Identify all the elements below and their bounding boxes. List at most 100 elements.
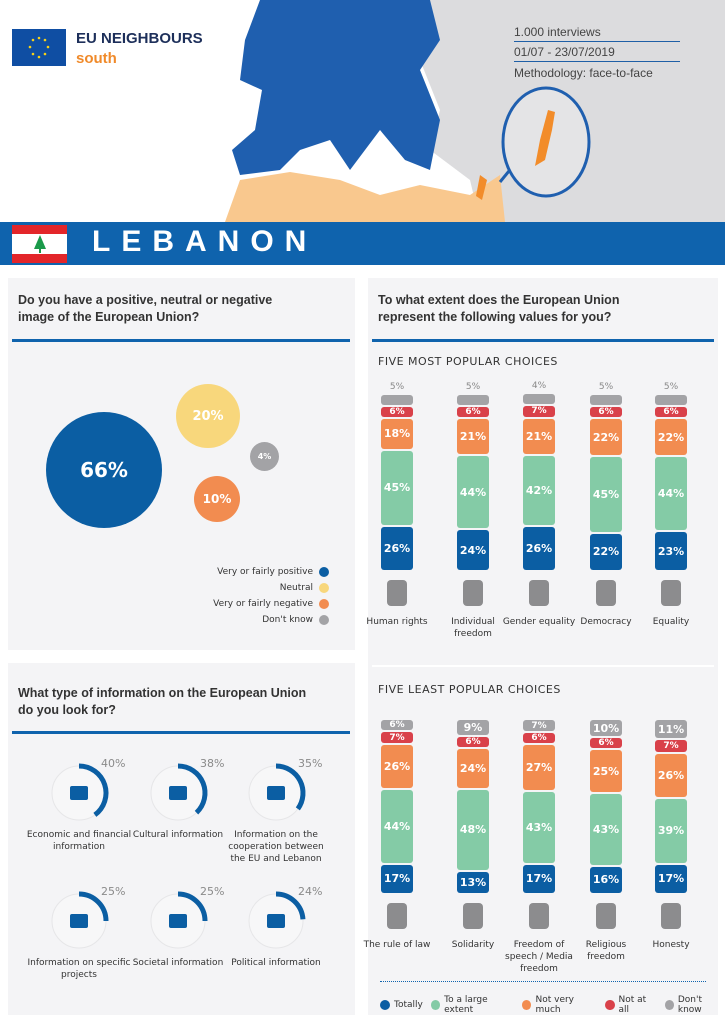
bar-segment: 21% <box>523 419 555 454</box>
donut-ring <box>51 891 109 949</box>
bar-segment: 6% <box>381 719 413 730</box>
bar-segment: 7% <box>523 719 555 732</box>
information-panel: What type of information on the European… <box>8 663 355 1015</box>
divider <box>12 731 350 734</box>
legend-positive: Very or fairly positive <box>69 567 329 577</box>
bar-value-label: 10% <box>592 721 620 735</box>
bar-value-label: 43% <box>525 820 553 834</box>
category-label: Gender equality <box>502 617 576 627</box>
bar-value-label: 6% <box>531 733 547 744</box>
value-icon <box>463 580 483 606</box>
value-icon <box>529 580 549 606</box>
bar-segment: 24% <box>457 748 489 789</box>
lebanon-flag-icon <box>12 225 67 263</box>
bar-segment: 21% <box>457 419 489 454</box>
bar-segment: 26% <box>381 745 413 789</box>
bar-segment: 11% <box>655 720 687 739</box>
bar-value-label: 17% <box>383 872 411 886</box>
donut-ring <box>51 763 109 821</box>
bar-value-label: 44% <box>657 487 685 501</box>
bar-segment: 6% <box>457 407 489 418</box>
donut-item: 38% <box>142 757 224 829</box>
bar-segment: 13% <box>457 871 489 893</box>
bar-value-label: 6% <box>598 407 614 418</box>
value-icon <box>463 903 483 929</box>
bar-value-label: 18% <box>383 427 411 441</box>
value-icon <box>387 903 407 929</box>
bar-value-label: 6% <box>663 407 679 418</box>
bar-value-label: 26% <box>383 542 411 556</box>
category-label: Individual freedom <box>451 617 495 639</box>
bar-value-label: 22% <box>592 430 620 444</box>
divider <box>372 339 714 342</box>
legend-not-very-much: Not very much <box>522 995 597 1015</box>
bar-value-label: 21% <box>525 429 553 443</box>
most-popular-heading: FIVE MOST POPULAR CHOICES <box>378 355 558 368</box>
value-icon <box>529 903 549 929</box>
donut-label: Economic and financial information <box>26 830 132 852</box>
donut-value: 40% <box>101 757 126 770</box>
category-label: Freedom of speech / Media freedom <box>505 940 573 974</box>
value-icon <box>387 580 407 606</box>
bar-segment: 44% <box>457 455 489 529</box>
bar-segment: 43% <box>590 793 622 865</box>
bar-value-label: 17% <box>657 872 685 886</box>
donut-label: Information on specific projects <box>27 958 131 980</box>
bar-value-label: 27% <box>525 761 553 775</box>
bar-value-label: 45% <box>383 481 411 495</box>
brand-subtitle: south <box>76 50 117 67</box>
donut-ring <box>150 891 208 949</box>
bar-value-label: 45% <box>592 488 620 502</box>
bar-segment: 7% <box>523 405 555 418</box>
bar-segment: 25% <box>590 750 622 792</box>
info-bubble-icon <box>169 914 187 928</box>
bar-segment: 16% <box>590 866 622 893</box>
bar-segment: 44% <box>655 457 687 531</box>
bar-value-label: 17% <box>525 872 553 886</box>
donut-label: Information on the cooperation between t… <box>228 830 324 864</box>
bar-segment: 10% <box>590 719 622 737</box>
divider <box>12 339 350 342</box>
bar-segment: 17% <box>381 864 413 893</box>
bar-segment: 26% <box>381 527 413 570</box>
donut-ring <box>248 763 306 821</box>
bubble-dont-know: 4% <box>250 442 279 471</box>
bar-segment: 26% <box>655 753 687 797</box>
donut-value: 25% <box>101 885 126 898</box>
bar-value-label: 7% <box>663 740 679 751</box>
chart-icon <box>70 786 88 800</box>
bar-segment: 6% <box>381 407 413 418</box>
donut-label: Cultural information <box>132 830 224 840</box>
value-icon <box>661 580 681 606</box>
country-name: LEBANON <box>92 225 318 258</box>
panel-title: Do you have a positive, neutral or negat… <box>18 293 273 324</box>
bar-segment: 22% <box>590 419 622 456</box>
target-icon <box>70 914 88 928</box>
bar-segment: 6% <box>457 736 489 747</box>
donut-item: 25% <box>43 885 126 957</box>
bar-segment: 7% <box>655 740 687 752</box>
bar-segment: 5% <box>457 382 489 406</box>
bar-value-label: 44% <box>383 820 411 834</box>
bar-value-label: 39% <box>657 824 685 838</box>
bar-segment: 5% <box>590 382 622 406</box>
bubble-positive: 66% <box>46 412 162 528</box>
methodology: Methodology: face-to-face <box>514 66 653 80</box>
image-panel: Do you have a positive, neutral or negat… <box>8 278 355 650</box>
bar-segment: 6% <box>523 733 555 744</box>
panel-title: What type of information on the European… <box>18 686 307 717</box>
bar-value-label: 9% <box>463 720 483 734</box>
bar-value-label: 11% <box>657 722 685 736</box>
bar-segment: 45% <box>590 457 622 532</box>
bar-legend: Totally To a large extent Not very much … <box>380 995 725 1015</box>
donut-item: 25% <box>142 885 224 957</box>
bar-value-label: 7% <box>389 732 405 743</box>
bar-value-label: 6% <box>389 407 405 418</box>
bar-segment: 22% <box>655 419 687 456</box>
category-label: Honesty <box>652 940 690 950</box>
panel-title: To what extent does the European Union r… <box>378 293 620 324</box>
category-label: The rule of law <box>363 940 431 950</box>
bar-segment: 22% <box>590 533 622 570</box>
bar-value-label: 25% <box>592 764 620 778</box>
bar-value-label: 43% <box>592 822 620 836</box>
